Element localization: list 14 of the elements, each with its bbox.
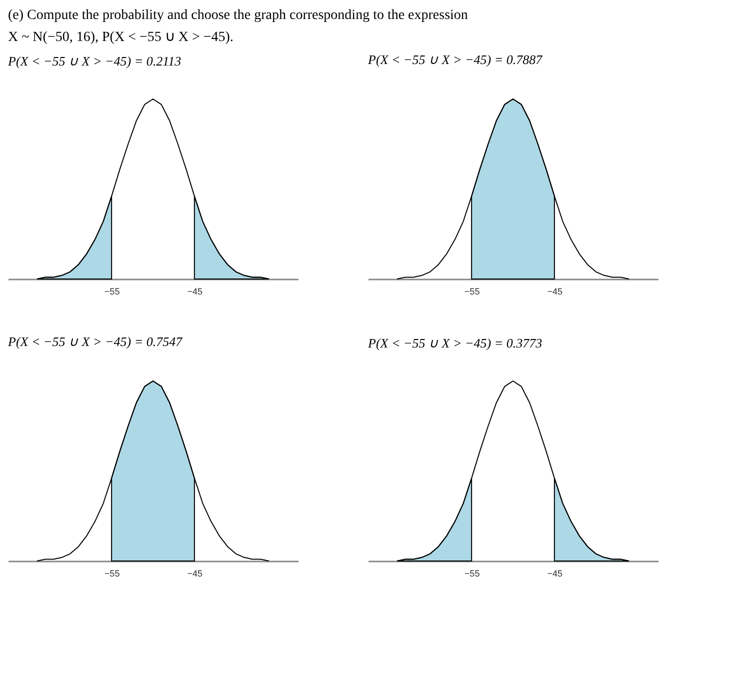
x-tick-label: −45 — [187, 286, 203, 296]
x-tick-label: −45 — [547, 568, 563, 578]
chart-title: P(X < −55 ∪ X > −45) = 0.3773 — [367, 336, 543, 350]
x-tick-label: −55 — [104, 286, 120, 296]
x-tick-label: −45 — [547, 286, 563, 296]
x-tick-label: −55 — [464, 286, 480, 296]
x-tick-label: −55 — [104, 568, 120, 578]
x-tick-label: −45 — [187, 568, 203, 578]
text: X ~ N(−50, 16), P(X < −55 ∪ X > −45). — [8, 30, 234, 45]
chart-title: P(X < −55 ∪ X > −45) = 0.7547 — [7, 334, 183, 349]
x-tick-label: −55 — [464, 568, 480, 578]
chart-title: P(X < −55 ∪ X > −45) = 0.7887 — [367, 52, 543, 67]
chart-title: P(X < −55 ∪ X > −45) = 0.2113 — [7, 54, 182, 68]
text: (e) Compute the probability and choose the graph corresponding to the expression — [8, 8, 468, 23]
